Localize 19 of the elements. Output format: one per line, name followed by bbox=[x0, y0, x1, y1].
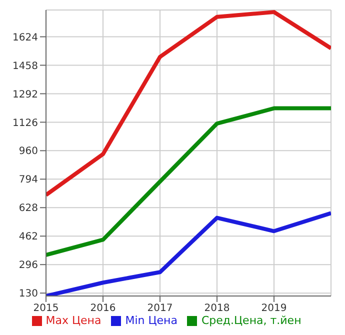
x-tick-label: 2017 bbox=[147, 303, 173, 314]
y-tick-label: 960 bbox=[18, 146, 38, 158]
y-tick-label: 296 bbox=[18, 260, 38, 272]
y-tick-label: 1458 bbox=[12, 60, 38, 72]
y-tick-label: 1624 bbox=[12, 32, 38, 44]
x-tick-label: 2016 bbox=[90, 303, 116, 314]
y-tick-label: 1292 bbox=[12, 89, 38, 100]
x-tick-label: 2019 bbox=[261, 303, 287, 314]
x-tick-label: 2018 bbox=[204, 303, 230, 314]
y-tick-label: 794 bbox=[18, 174, 38, 186]
y-tick-label: 130 bbox=[18, 288, 38, 300]
y-tick-label: 462 bbox=[18, 232, 38, 243]
y-tick-label: 1126 bbox=[12, 118, 38, 129]
legend-label: Min Цена bbox=[125, 314, 178, 327]
x-tick-label: 2015 bbox=[33, 303, 59, 314]
legend-label: Max Цена bbox=[46, 314, 102, 327]
y-tick-label: 628 bbox=[18, 203, 38, 214]
line-series bbox=[46, 106, 331, 257]
legend-label: Сред.Цена, т.йен bbox=[201, 314, 302, 327]
